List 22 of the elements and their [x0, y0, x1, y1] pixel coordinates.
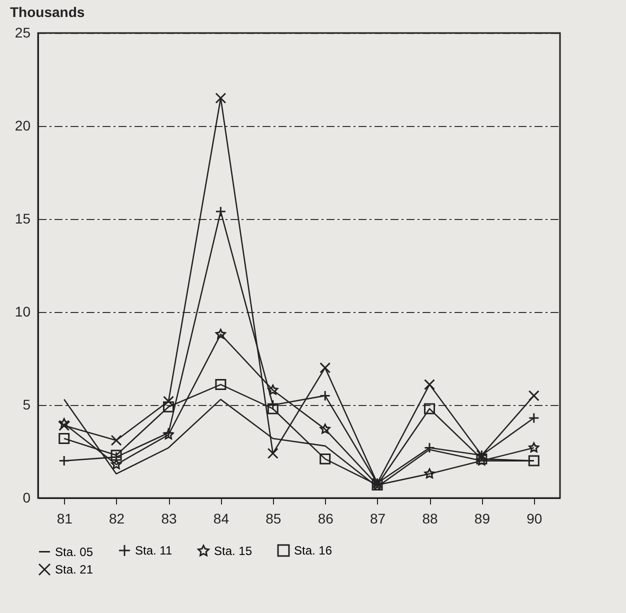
y-tick-label: 20 — [14, 118, 31, 134]
x-tick-label: 83 — [161, 510, 177, 526]
x-tick-label: 89 — [474, 510, 490, 526]
legend-label: Sta. 05 — [55, 544, 94, 559]
y-tick-label: 25 — [14, 24, 31, 40]
x-tick-label: 82 — [109, 510, 125, 526]
legend-label: Sta. 15 — [214, 544, 252, 558]
legend-label: Sta. 21 — [55, 562, 94, 576]
x-tick-label: 84 — [213, 510, 230, 526]
x-tick-label: 81 — [56, 510, 73, 526]
y-tick-label: 5 — [22, 396, 31, 412]
y-axis-title: Thousands — [10, 4, 85, 20]
legend-label: Sta. 16 — [294, 544, 332, 558]
y-tick-label: 0 — [22, 490, 31, 506]
x-tick-label: 88 — [422, 510, 438, 526]
y-tick-label: 15 — [14, 210, 31, 226]
x-tick-label: 85 — [266, 510, 282, 526]
x-tick-label: 86 — [318, 510, 334, 526]
x-tick-label: 90 — [526, 510, 542, 526]
x-tick-label: 87 — [370, 510, 386, 526]
legend-label: Sta. 11 — [135, 544, 172, 558]
y-tick-label: 10 — [14, 304, 31, 320]
